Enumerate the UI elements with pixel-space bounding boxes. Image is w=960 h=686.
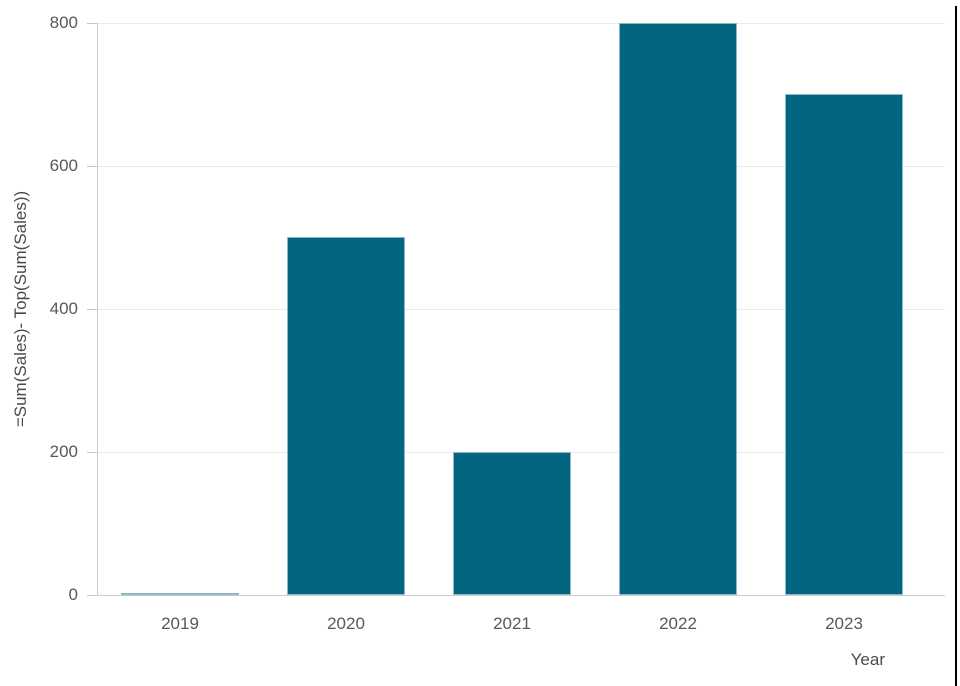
x-tick-label-2021[interactable]: 2021: [493, 614, 531, 633]
y-axis-title: =Sum(Sales)- Top(Sum(Sales)): [11, 190, 30, 428]
y-tick-600: [87, 166, 97, 167]
right-border-line: [955, 6, 957, 686]
bar-2019[interactable]: [121, 593, 239, 595]
x-tick-label-2019[interactable]: 2019: [161, 614, 199, 633]
y-axis-title-wrap: =Sum(Sales)- Top(Sum(Sales)): [11, 23, 30, 595]
bar-2020[interactable]: [287, 237, 405, 595]
y-tick-label-800: 800: [49, 13, 78, 32]
x-tick-label-2020[interactable]: 2020: [327, 614, 365, 633]
gridline-400: [97, 309, 945, 310]
y-tick-0: [87, 595, 97, 596]
gridline-0: [97, 595, 945, 596]
y-tick-label-600: 600: [49, 156, 78, 175]
y-tick-label-0: 0: [68, 585, 78, 604]
bar-2022[interactable]: [619, 23, 737, 595]
gridline-800: [97, 23, 945, 24]
x-tick-label-2022[interactable]: 2022: [659, 614, 697, 633]
y-tick-400: [87, 309, 97, 310]
y-tick-label-400: 400: [49, 299, 78, 318]
bar-2021[interactable]: [453, 452, 571, 595]
x-axis-title: Year: [850, 650, 885, 669]
gridline-600: [97, 166, 945, 167]
bar-2023[interactable]: [785, 94, 903, 595]
y-tick-800: [87, 23, 97, 24]
y-axis-line: [97, 23, 98, 595]
y-tick-200: [87, 452, 97, 453]
y-tick-label-200: 200: [49, 442, 78, 461]
x-tick-label-2023[interactable]: 2023: [825, 614, 863, 633]
